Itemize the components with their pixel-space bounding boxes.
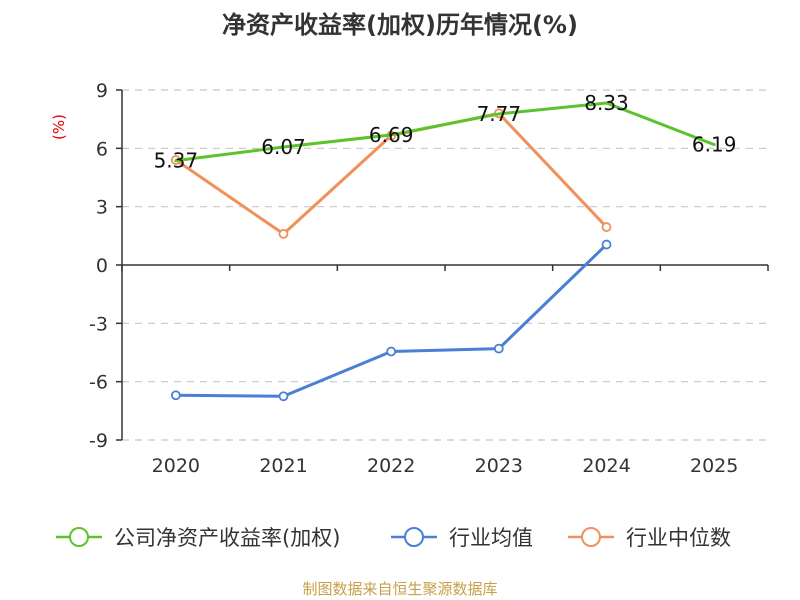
series-line [174,243,608,398]
data-point [601,222,612,232]
series-line [174,101,716,163]
y-tick-label: -6 [89,372,108,394]
x-axis-ticks: 2020 2021 2022 2023 2024 2025 [152,455,739,477]
y-tick-label: -3 [89,313,108,335]
x-tick-label: 2022 [367,455,415,477]
data-label: 6.69 [369,123,414,147]
grid-lines [122,89,768,441]
data-label: 6.19 [692,133,737,157]
data-point [601,239,612,250]
legend-label: 行业中位数 [626,526,731,550]
data-label: 8.33 [584,91,629,115]
legend-swatch-marker [581,527,601,547]
legend-label: 行业均值 [449,526,533,550]
series-lines [170,101,716,402]
y-tick-label: 3 [96,197,108,219]
axes [121,90,769,440]
y-tick-label: 6 [96,138,108,160]
x-tick-label: 2021 [259,455,307,477]
data-point [278,391,289,402]
data-label: 5.37 [154,149,199,173]
x-tick-label: 2024 [582,455,630,477]
legend-label: 公司净资产收益率(加权) [114,526,340,550]
x-tick-label: 2020 [152,455,200,477]
legend-swatch-marker [69,527,89,547]
data-point [493,343,504,354]
y-tick-label: 9 [96,80,108,102]
source-note: 制图数据来自恒生聚源数据库 [302,580,497,598]
x-tick-label: 2025 [690,455,738,477]
legend-swatch-marker [404,527,424,547]
data-label: 6.07 [261,135,306,159]
y-tick-label: 0 [96,255,108,277]
data-label: 7.77 [477,102,522,126]
y-axis-ticks: 9 6 3 0 -3 -6 -9 [89,80,122,452]
y-axis-unit-label: (%) [50,114,68,140]
data-labels: 5.37 6.07 6.69 7.77 8.33 6.19 [154,91,737,173]
data-point [278,228,289,239]
chart-title: 净资产收益率(加权)历年情况(%) [222,11,578,39]
y-tick-label: -9 [89,430,108,452]
x-tick-label: 2023 [475,455,523,477]
legend: 公司净资产收益率(加权) 行业均值 行业中位数 [56,526,731,550]
data-point [170,390,181,401]
data-point [386,346,397,357]
